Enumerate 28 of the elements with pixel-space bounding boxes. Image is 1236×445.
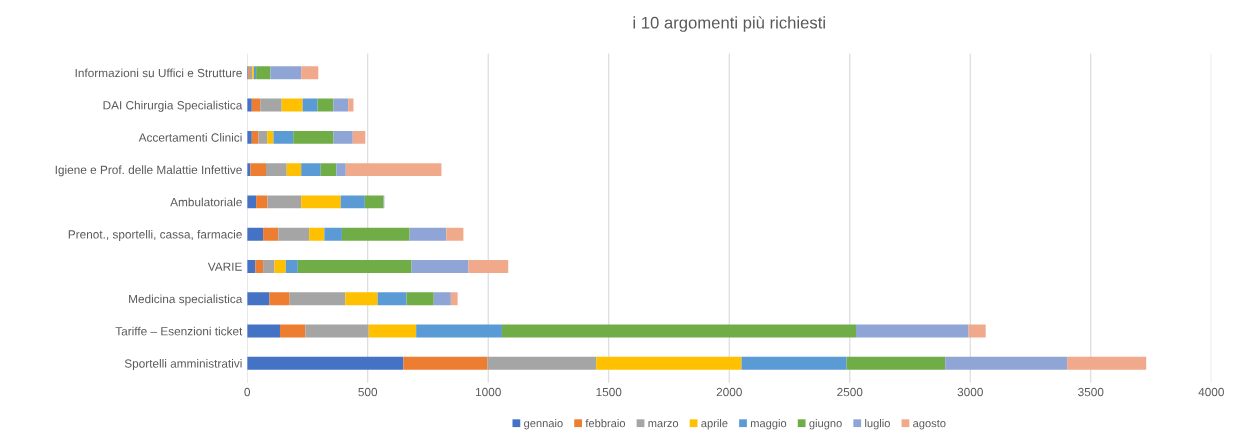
x-tick-label: 3000 xyxy=(957,387,983,397)
chart-title: i 10 argomenti più richiesti xyxy=(633,16,825,32)
y-tick-label: Accertamenti Clinici xyxy=(138,133,242,142)
y-tick-label: DAI Chirurgia Specialistica xyxy=(103,100,243,112)
legend-label: aprile xyxy=(701,419,728,430)
y-tick-label: Sportelli amministrativi xyxy=(124,359,242,371)
x-tick-label: 3500 xyxy=(1078,387,1104,397)
y-tick-label: Ambulatoriale xyxy=(170,197,242,207)
y-tick-label: Prenot., sportelli, cassa, farmacie xyxy=(68,229,242,241)
x-tick-label: 1000 xyxy=(475,387,501,397)
legend-label: gennaio xyxy=(524,419,563,430)
x-tick-label: 2000 xyxy=(716,387,742,397)
x-tick-label: 2500 xyxy=(837,387,863,397)
x-tick-label: 500 xyxy=(358,387,378,397)
x-tick-label: 0 xyxy=(244,387,251,397)
y-tick-label: VARIE xyxy=(207,262,242,271)
legend-label: agosto xyxy=(913,419,946,430)
legend-label: febbraio xyxy=(585,419,626,428)
y-tick-label: Informazioni su Uffici e Strutture xyxy=(75,68,242,78)
y-tick-label: Medicina specialistica xyxy=(129,294,243,306)
legend-label: marzo xyxy=(648,421,679,428)
legend-label: giugno xyxy=(809,419,842,430)
x-tick-label: 4000 xyxy=(1198,387,1224,397)
legend-label: maggio xyxy=(750,419,787,430)
legend-label: luglio xyxy=(865,419,890,430)
x-tick-label: 1500 xyxy=(596,387,622,397)
y-tick-label: Tariffe – Esenzioni ticket xyxy=(115,326,243,336)
y-tick-label: Igiene e Prof. delle Malattie Infettive xyxy=(55,165,242,177)
